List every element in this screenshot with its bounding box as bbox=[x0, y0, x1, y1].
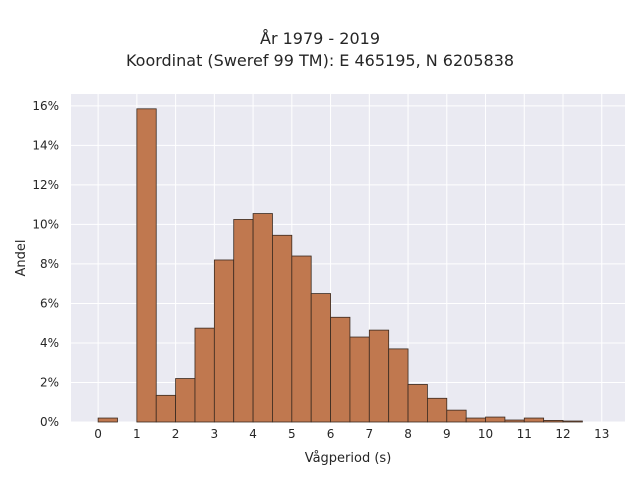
histogram-bar bbox=[97, 417, 118, 423]
x-tick-label: 12 bbox=[555, 427, 570, 441]
x-tick-label: 4 bbox=[249, 427, 257, 441]
histogram-bar bbox=[310, 293, 331, 423]
y-tick-labels: 0% 2% 4% 6% 8% 10% 12% 14% 16% bbox=[32, 99, 59, 429]
x-tick-label: 3 bbox=[211, 427, 219, 441]
histogram-bar bbox=[213, 259, 235, 423]
histogram-bar bbox=[272, 234, 293, 423]
y-tick-label: 14% bbox=[32, 138, 59, 152]
x-tick-label: 1 bbox=[133, 427, 141, 441]
y-axis-label: Andel bbox=[14, 240, 29, 277]
x-tick-label: 13 bbox=[594, 427, 609, 441]
x-tick-label: 6 bbox=[327, 427, 335, 441]
x-tick-label: 2 bbox=[172, 427, 180, 441]
histogram-bar bbox=[407, 384, 428, 423]
histogram-bar bbox=[194, 327, 215, 423]
x-tick-label: 9 bbox=[443, 427, 451, 441]
y-tick-label: 0% bbox=[40, 415, 59, 429]
histogram-bar bbox=[252, 213, 273, 423]
x-tick-label: 0 bbox=[94, 427, 102, 441]
histogram-bar bbox=[504, 419, 525, 423]
x-tick-label: 11 bbox=[517, 427, 532, 441]
histogram-bar bbox=[291, 255, 312, 423]
histogram-bar bbox=[446, 409, 467, 423]
x-tick-label: 10 bbox=[478, 427, 493, 441]
histogram-bar bbox=[349, 336, 370, 423]
y-tick-label: 2% bbox=[40, 375, 59, 389]
histogram-bar bbox=[562, 420, 583, 423]
histogram-bar bbox=[136, 108, 157, 423]
y-tick-label: 12% bbox=[32, 178, 59, 192]
y-tick-label: 16% bbox=[32, 99, 59, 113]
histogram-bar bbox=[427, 397, 448, 423]
x-tick-label: 8 bbox=[404, 427, 412, 441]
histogram-bar bbox=[175, 378, 196, 423]
chart-title: År 1979 - 2019 bbox=[260, 29, 380, 48]
histogram-bar bbox=[523, 417, 545, 423]
y-tick-label: 4% bbox=[40, 336, 59, 350]
x-tick-label: 5 bbox=[288, 427, 296, 441]
histogram-bar bbox=[485, 416, 506, 423]
histogram-bar bbox=[233, 219, 254, 423]
x-tick-labels: 0 1 2 3 4 5 6 7 8 9 10 11 12 13 bbox=[94, 427, 609, 441]
x-axis-label: Vågperiod (s) bbox=[305, 451, 392, 466]
histogram-bar bbox=[388, 348, 409, 423]
histogram-bar bbox=[330, 316, 351, 423]
histogram-bar bbox=[465, 417, 486, 423]
chart-subtitle: Koordinat (Sweref 99 TM): E 465195, N 62… bbox=[125, 51, 515, 70]
y-tick-label: 10% bbox=[32, 217, 59, 231]
y-tick-label: 8% bbox=[40, 257, 59, 271]
histogram-bar bbox=[368, 329, 390, 423]
x-tick-label: 7 bbox=[365, 427, 373, 441]
y-tick-label: 6% bbox=[40, 296, 59, 310]
histogram-bar bbox=[155, 394, 177, 423]
histogram-bar bbox=[543, 420, 564, 423]
bars bbox=[97, 108, 583, 423]
